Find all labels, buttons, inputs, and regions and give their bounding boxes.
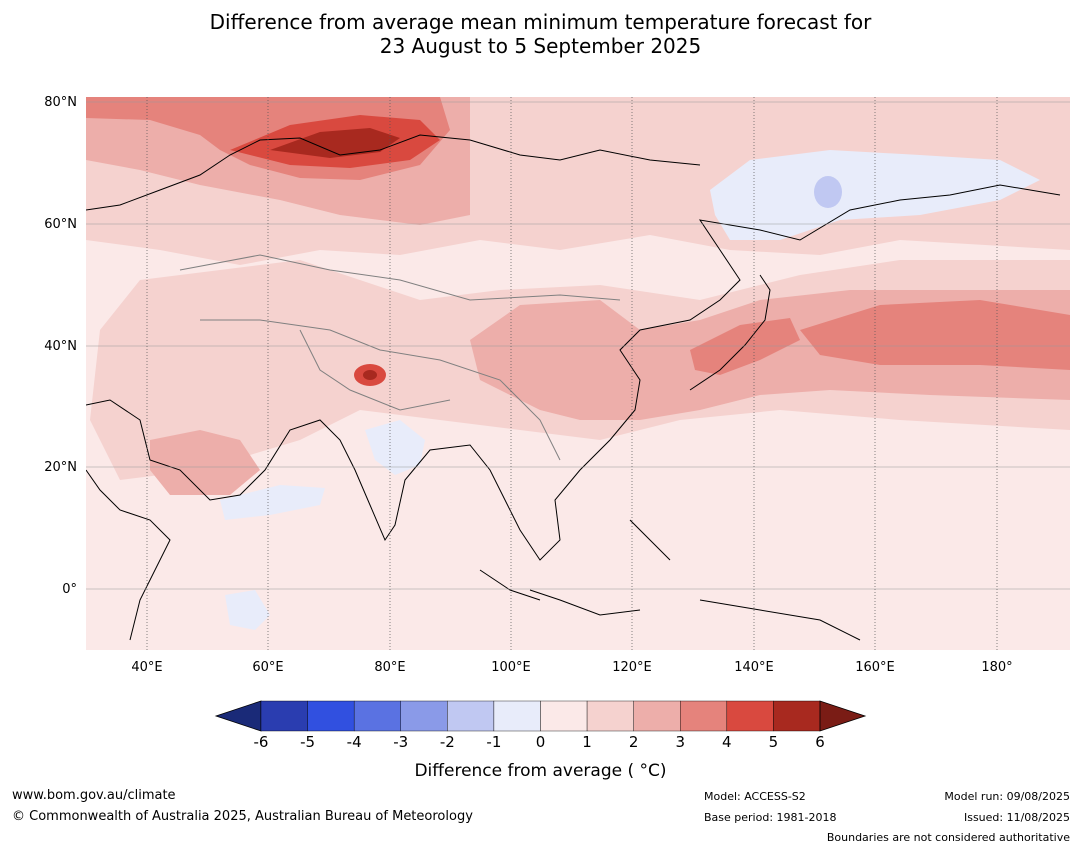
lat-label-0: 0°	[62, 582, 77, 597]
lon-label-180: 180°	[981, 660, 1013, 675]
colorbar-tick-label: 0	[535, 733, 546, 751]
lon-gridlines	[146, 97, 998, 650]
lat-label-20n: 20°N	[44, 460, 77, 475]
colorbar-bin	[586, 700, 634, 732]
anomaly-region-japan	[690, 318, 800, 375]
colorbar-tick-label: -4	[346, 733, 362, 751]
title-line-1: Difference from average mean minimum tem…	[209, 10, 872, 34]
colorbar-tick-label: -3	[393, 733, 409, 751]
colorbar-bin	[353, 700, 401, 732]
colorbar-tick-label: -5	[300, 733, 316, 751]
lat-label-40n: 40°N	[44, 339, 77, 354]
lon-label-40e: 40°E	[131, 660, 163, 675]
lat-label-80n: 80°N	[44, 95, 77, 110]
footer-disclaimer: Boundaries are not considered authoritat…	[826, 831, 1070, 844]
colorbar-bin	[307, 700, 355, 732]
colorbar-tick-label: 4	[722, 733, 732, 751]
lon-label-120e: 120°E	[612, 660, 652, 675]
map-field	[86, 97, 1070, 650]
anomaly-region-tibet-core	[363, 370, 377, 380]
footer-model: Model: ACCESS-S2	[704, 790, 806, 803]
coastline-japan	[689, 274, 771, 391]
coastline-africa	[86, 469, 171, 641]
colorbar-tick-label: -6	[253, 733, 269, 751]
colorbar-bin	[773, 700, 821, 732]
colorbar-bin	[726, 700, 774, 732]
footer-copyright: © Commonwealth of Australia 2025, Austra…	[12, 809, 473, 824]
colorbar-bin	[447, 700, 495, 732]
footer-model-run: Model run: 09/08/2025	[944, 790, 1070, 803]
chart-title: Difference from average mean minimum tem…	[0, 10, 1081, 58]
country-borders	[179, 254, 621, 461]
lat-gridlines	[86, 101, 1070, 590]
coastline-maritime-se-asia	[479, 519, 861, 641]
coastline-eurasia	[86, 134, 1061, 561]
colorbar-bin	[540, 700, 588, 732]
colorbar-max-arrow	[819, 700, 867, 732]
anomaly-region-arabia	[150, 430, 260, 495]
footer-website: www.bom.gov.au/climate	[12, 788, 176, 803]
anomaly-region-north-pacific	[800, 300, 1070, 370]
cool-region-east-siberia-core	[814, 176, 842, 208]
colorbar-tick-label: -1	[486, 733, 502, 751]
colorbar-bin	[680, 700, 728, 732]
colorbar-bin	[400, 700, 448, 732]
cool-region-indian-ocean	[225, 590, 270, 630]
cool-region-india	[365, 420, 425, 475]
colorbar-bin	[260, 700, 308, 732]
colorbar	[214, 700, 867, 732]
colorbar-tick-label: 3	[675, 733, 686, 751]
lon-label-80e: 80°E	[374, 660, 406, 675]
title-line-2: 23 August to 5 September 2025	[379, 34, 702, 58]
lon-label-140e: 140°E	[734, 660, 774, 675]
cool-region-arabian-sea	[220, 485, 325, 520]
colorbar-tick-label: 5	[768, 733, 779, 751]
lat-label-60n: 60°N	[44, 217, 77, 232]
anomaly-region-taymyr-core	[270, 128, 400, 158]
colorbar-min-arrow	[214, 700, 262, 732]
lon-label-100e: 100°E	[491, 660, 531, 675]
colorbar-tick-label: 1	[582, 733, 592, 751]
footer-issued: Issued: 11/08/2025	[963, 811, 1070, 824]
colorbar-tick-label: 2	[628, 733, 639, 751]
footer-base-period: Base period: 1981-2018	[704, 811, 837, 824]
colorbar-bin	[493, 700, 541, 732]
cool-region-east-siberia	[710, 150, 1040, 240]
lon-label-60e: 60°E	[252, 660, 284, 675]
lon-label-160e: 160°E	[855, 660, 895, 675]
colorbar-bin	[633, 700, 681, 732]
colorbar-title: Difference from average ( °C)	[414, 761, 667, 781]
colorbar-tick-label: -2	[439, 733, 455, 751]
colorbar-tick-label: 6	[815, 733, 825, 751]
